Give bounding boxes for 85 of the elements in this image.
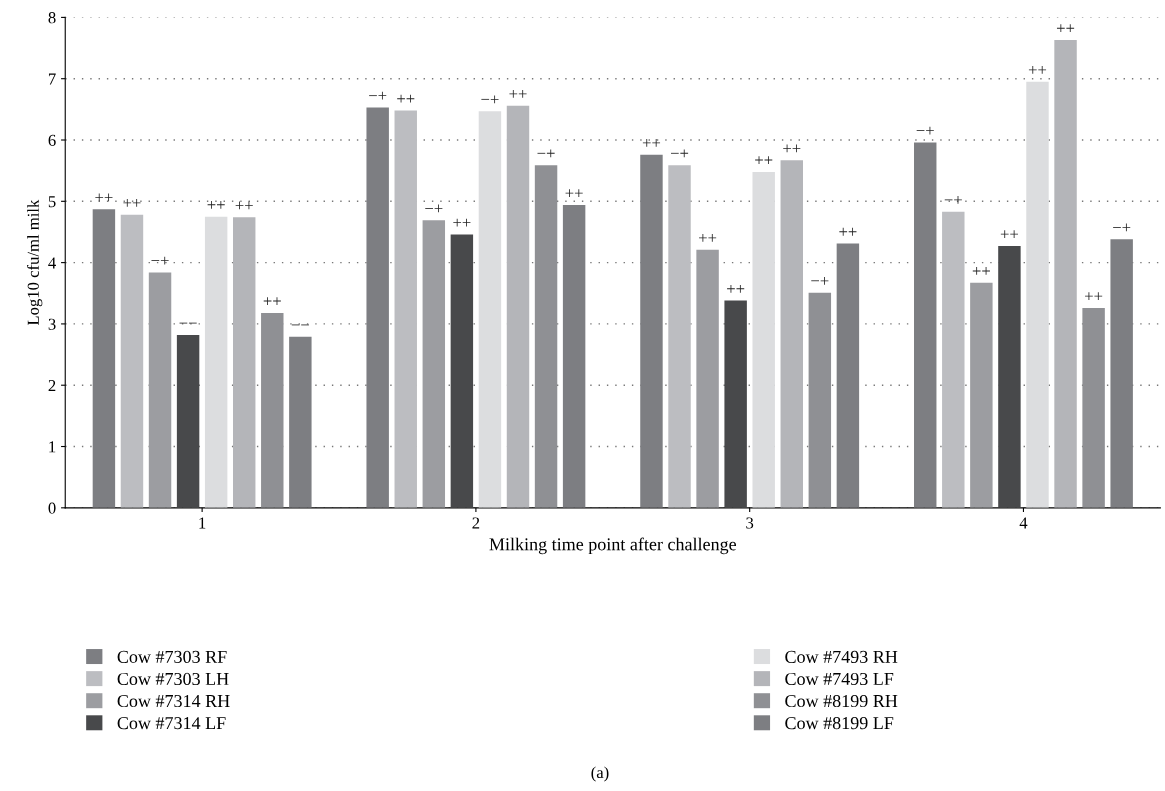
bar <box>942 211 965 508</box>
y-tick-label: 8 <box>48 12 56 24</box>
y-tick-label: 2 <box>48 379 56 391</box>
data-label: ++ <box>642 138 661 147</box>
data-label: −+ <box>944 195 962 204</box>
data-label: ++ <box>1085 292 1103 300</box>
bar <box>640 154 663 508</box>
data-label: ++ <box>783 144 801 153</box>
bar <box>836 243 860 508</box>
data-label: ++ <box>1056 24 1075 33</box>
data-label: ++ <box>1000 230 1019 239</box>
legend-label: Cow #7303 LH <box>117 672 229 686</box>
data-label: ++ <box>727 284 745 293</box>
x-tick-label: 3 <box>746 517 754 529</box>
bar <box>261 312 284 508</box>
data-label: −+ <box>425 204 443 213</box>
data-label: −+ <box>670 149 689 158</box>
y-tick-label: 7 <box>48 73 56 85</box>
data-label: ++ <box>839 227 857 236</box>
bar <box>506 105 530 508</box>
bar <box>808 292 832 508</box>
data-label: −+ <box>369 91 387 100</box>
bar <box>148 272 172 508</box>
data-label: ++ <box>755 156 773 164</box>
data-label: ++ <box>453 218 471 227</box>
bar <box>562 204 586 508</box>
bar <box>1082 307 1105 508</box>
legend-label: Cow #8199 RH <box>785 694 898 708</box>
legend-label: Cow #7314 LF <box>117 717 226 730</box>
bar <box>696 249 719 508</box>
bar <box>1110 239 1133 508</box>
data-label: ++ <box>235 201 253 210</box>
bar <box>1054 40 1077 508</box>
y-tick-label: 1 <box>49 441 56 453</box>
bar <box>668 165 691 508</box>
x-tick-label: 4 <box>1019 517 1028 529</box>
bar <box>233 217 256 508</box>
data-label: ++ <box>397 94 415 103</box>
bar <box>970 282 993 508</box>
bar <box>394 110 417 508</box>
bar <box>1026 81 1049 508</box>
bar <box>422 220 446 508</box>
bar <box>204 216 228 508</box>
x-tick-label: 1 <box>199 517 206 529</box>
data-label: −− <box>179 322 197 324</box>
data-label: ++ <box>509 89 527 98</box>
bar <box>289 336 312 508</box>
y-tick-label: 4 <box>48 257 56 269</box>
bar <box>120 214 144 508</box>
bar <box>534 165 558 508</box>
legend-label: Cow #7314 RH <box>117 694 230 708</box>
data-label: −+ <box>811 276 829 285</box>
bar <box>752 171 775 508</box>
legend-label: Cow #7303 RF <box>117 650 227 663</box>
y-axis-title: Log10 cfu/ml milk <box>26 199 43 326</box>
bar <box>478 111 502 508</box>
text: (a) <box>591 766 609 782</box>
data-label: −+ <box>537 149 555 158</box>
data-label: ++ <box>972 267 990 275</box>
y-tick-label: 5 <box>48 196 56 208</box>
bar <box>450 234 474 508</box>
y-tick-label: 0 <box>48 502 56 514</box>
data-label: −+ <box>916 126 934 135</box>
legend-label: Cow #8199 LF <box>785 717 894 730</box>
bar <box>780 160 803 508</box>
data-label: −+ <box>151 256 169 265</box>
data-label: ++ <box>263 297 281 305</box>
data-label: ++ <box>123 199 141 207</box>
data-label: −+ <box>1113 223 1131 232</box>
x-tick-label: 2 <box>472 517 480 529</box>
bar <box>176 334 200 508</box>
x-axis-title: Milking time point after challenge <box>489 537 737 555</box>
legend-label: Cow #7493 RH <box>785 650 898 663</box>
legend-label: Cow #7493 LF <box>785 672 894 686</box>
y-tick-label: 6 <box>48 134 56 146</box>
data-label: ++ <box>1028 66 1047 74</box>
data-label: ++ <box>95 193 113 202</box>
y-tick-label: 3 <box>48 318 56 330</box>
data-label: ++ <box>699 233 717 242</box>
bar <box>998 246 1021 508</box>
data-label: ++ <box>207 200 225 209</box>
data-label: ++ <box>565 189 583 198</box>
bar <box>724 300 747 508</box>
data-label: −− <box>291 324 309 326</box>
data-label: −+ <box>481 95 499 104</box>
